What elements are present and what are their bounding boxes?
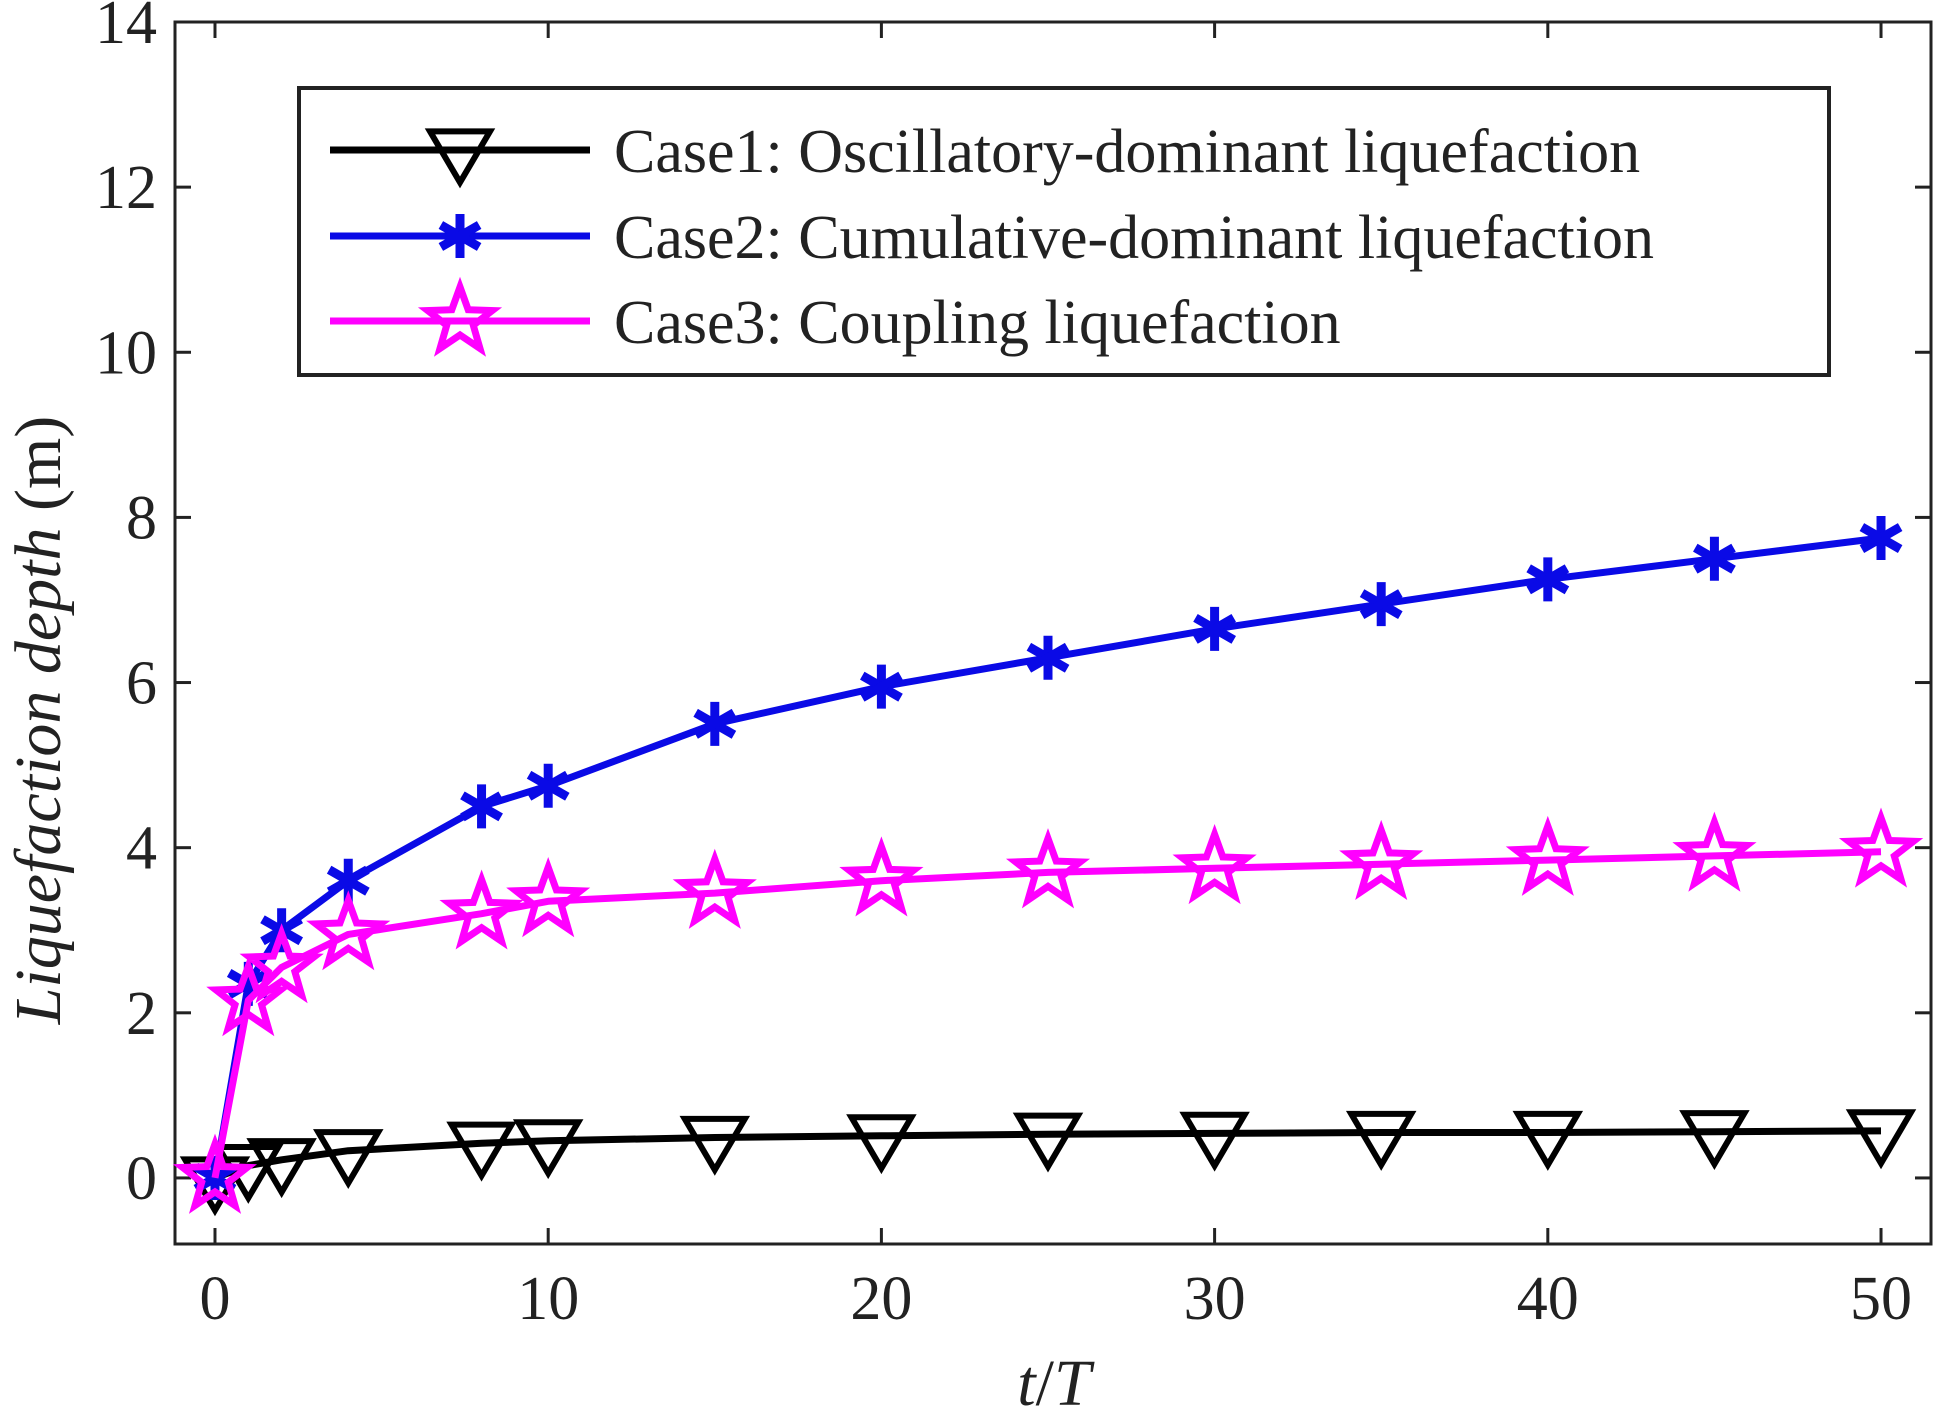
data-point (839, 836, 924, 917)
data-point (1345, 1110, 1417, 1171)
data-point (246, 1138, 317, 1199)
asterisk-stroke (1693, 543, 1736, 574)
data-point (1679, 1110, 1750, 1171)
data-point (1512, 1110, 1584, 1171)
series-line (211, 848, 1882, 1179)
asterisk-stroke (1526, 564, 1570, 595)
series-3 (172, 807, 1924, 1214)
data-point (1012, 1112, 1084, 1173)
data-point (1339, 819, 1424, 900)
y-tick-label: 6 (126, 650, 157, 718)
data-point (460, 784, 503, 829)
legend-swatch-marker (417, 276, 503, 357)
y-tick-label: 0 (126, 1145, 157, 1213)
asterisk-stroke (693, 708, 737, 739)
plot-frame (173, 20, 1933, 1246)
y-axis-label-unit: (m) (2, 416, 75, 511)
y-tick-label: 12 (95, 154, 157, 222)
y-tick-label: 4 (126, 815, 157, 883)
asterisk-stroke (460, 791, 503, 822)
asterisk-stroke (526, 770, 570, 801)
y-axis-label-italic: Liquefaction depth (2, 528, 75, 1026)
data-point (526, 763, 570, 808)
legend-swatch-marker (438, 214, 482, 258)
data-point (1172, 823, 1257, 905)
legend-label: Case3: Coupling liquefaction (614, 289, 1341, 357)
axes-frame-group (173, 20, 1933, 1246)
data-point (1359, 582, 1403, 627)
asterisk-stroke (1026, 642, 1070, 673)
data-point (306, 890, 391, 971)
x-axis-label-T: T (1054, 1347, 1095, 1420)
data-point (1672, 811, 1757, 892)
data-point (1179, 1111, 1250, 1172)
asterisk-stroke (438, 221, 482, 251)
tick-group: 0 10 20 30 40 50 0 2 4 6 8 10 12 14 (95, 0, 1931, 1333)
data-point (1026, 635, 1070, 680)
data-point (1838, 807, 1924, 888)
data-point (172, 1133, 258, 1214)
asterisk-stroke (1859, 523, 1903, 553)
series-group (172, 516, 1924, 1217)
legend: Case1: Oscillatory-dominant liquefaction… (297, 86, 1831, 377)
data-point (1193, 606, 1236, 651)
legend-label: Case2: Cumulative-dominant liquefaction (614, 204, 1654, 272)
data-point (693, 701, 737, 746)
series-2 (193, 516, 1903, 1200)
x-tick-label: 20 (850, 1265, 912, 1333)
data-point (1526, 557, 1570, 602)
data-point (313, 1129, 384, 1190)
y-tick-label: 8 (126, 484, 157, 552)
x-tick-label: 0 (199, 1265, 230, 1333)
x-axis-label-t: t (1017, 1347, 1037, 1420)
data-point (512, 1119, 584, 1180)
asterisk-stroke (1193, 613, 1236, 644)
data-point (1693, 536, 1736, 581)
data-point (860, 664, 903, 709)
data-point (1859, 516, 1903, 561)
y-axis-label-gap (2, 511, 75, 528)
x-axis-label: t/T (1017, 1347, 1095, 1420)
x-axis-label-slash: / (1036, 1347, 1055, 1420)
data-point (1005, 828, 1091, 909)
data-point (446, 1121, 517, 1182)
asterisk-stroke (326, 865, 370, 896)
x-tick-label: 50 (1850, 1265, 1912, 1333)
series-1 (179, 1109, 1917, 1217)
y-axis-label: Liquefaction depth (m) (2, 416, 75, 1026)
x-tick-label: 40 (1517, 1265, 1579, 1333)
legend-label: Case1: Oscillatory-dominant liquefaction (614, 118, 1640, 186)
series-line (213, 1127, 1882, 1182)
x-tick-label: 10 (517, 1265, 579, 1333)
legend-swatch-marker (424, 128, 496, 189)
data-point (506, 856, 591, 938)
data-point (679, 1115, 751, 1176)
data-point (846, 1114, 917, 1175)
data-point (239, 923, 324, 1004)
legend-item: Case2: Cumulative-dominant liquefaction (330, 204, 1654, 272)
y-tick-label: 2 (126, 980, 157, 1048)
asterisk-stroke (860, 671, 903, 702)
data-point (1845, 1109, 1917, 1170)
x-tick-label: 30 (1184, 1265, 1246, 1333)
legend-item: Case3: Coupling liquefaction (330, 276, 1341, 357)
y-tick-label: 14 (95, 0, 157, 57)
data-point (439, 869, 524, 950)
data-point (672, 848, 757, 929)
y-tick-label: 10 (95, 319, 157, 387)
asterisk-stroke (1359, 589, 1403, 620)
legend-item: Case1: Oscillatory-dominant liquefaction (330, 118, 1640, 189)
legend-box (297, 86, 1831, 377)
data-point (1505, 815, 1590, 896)
